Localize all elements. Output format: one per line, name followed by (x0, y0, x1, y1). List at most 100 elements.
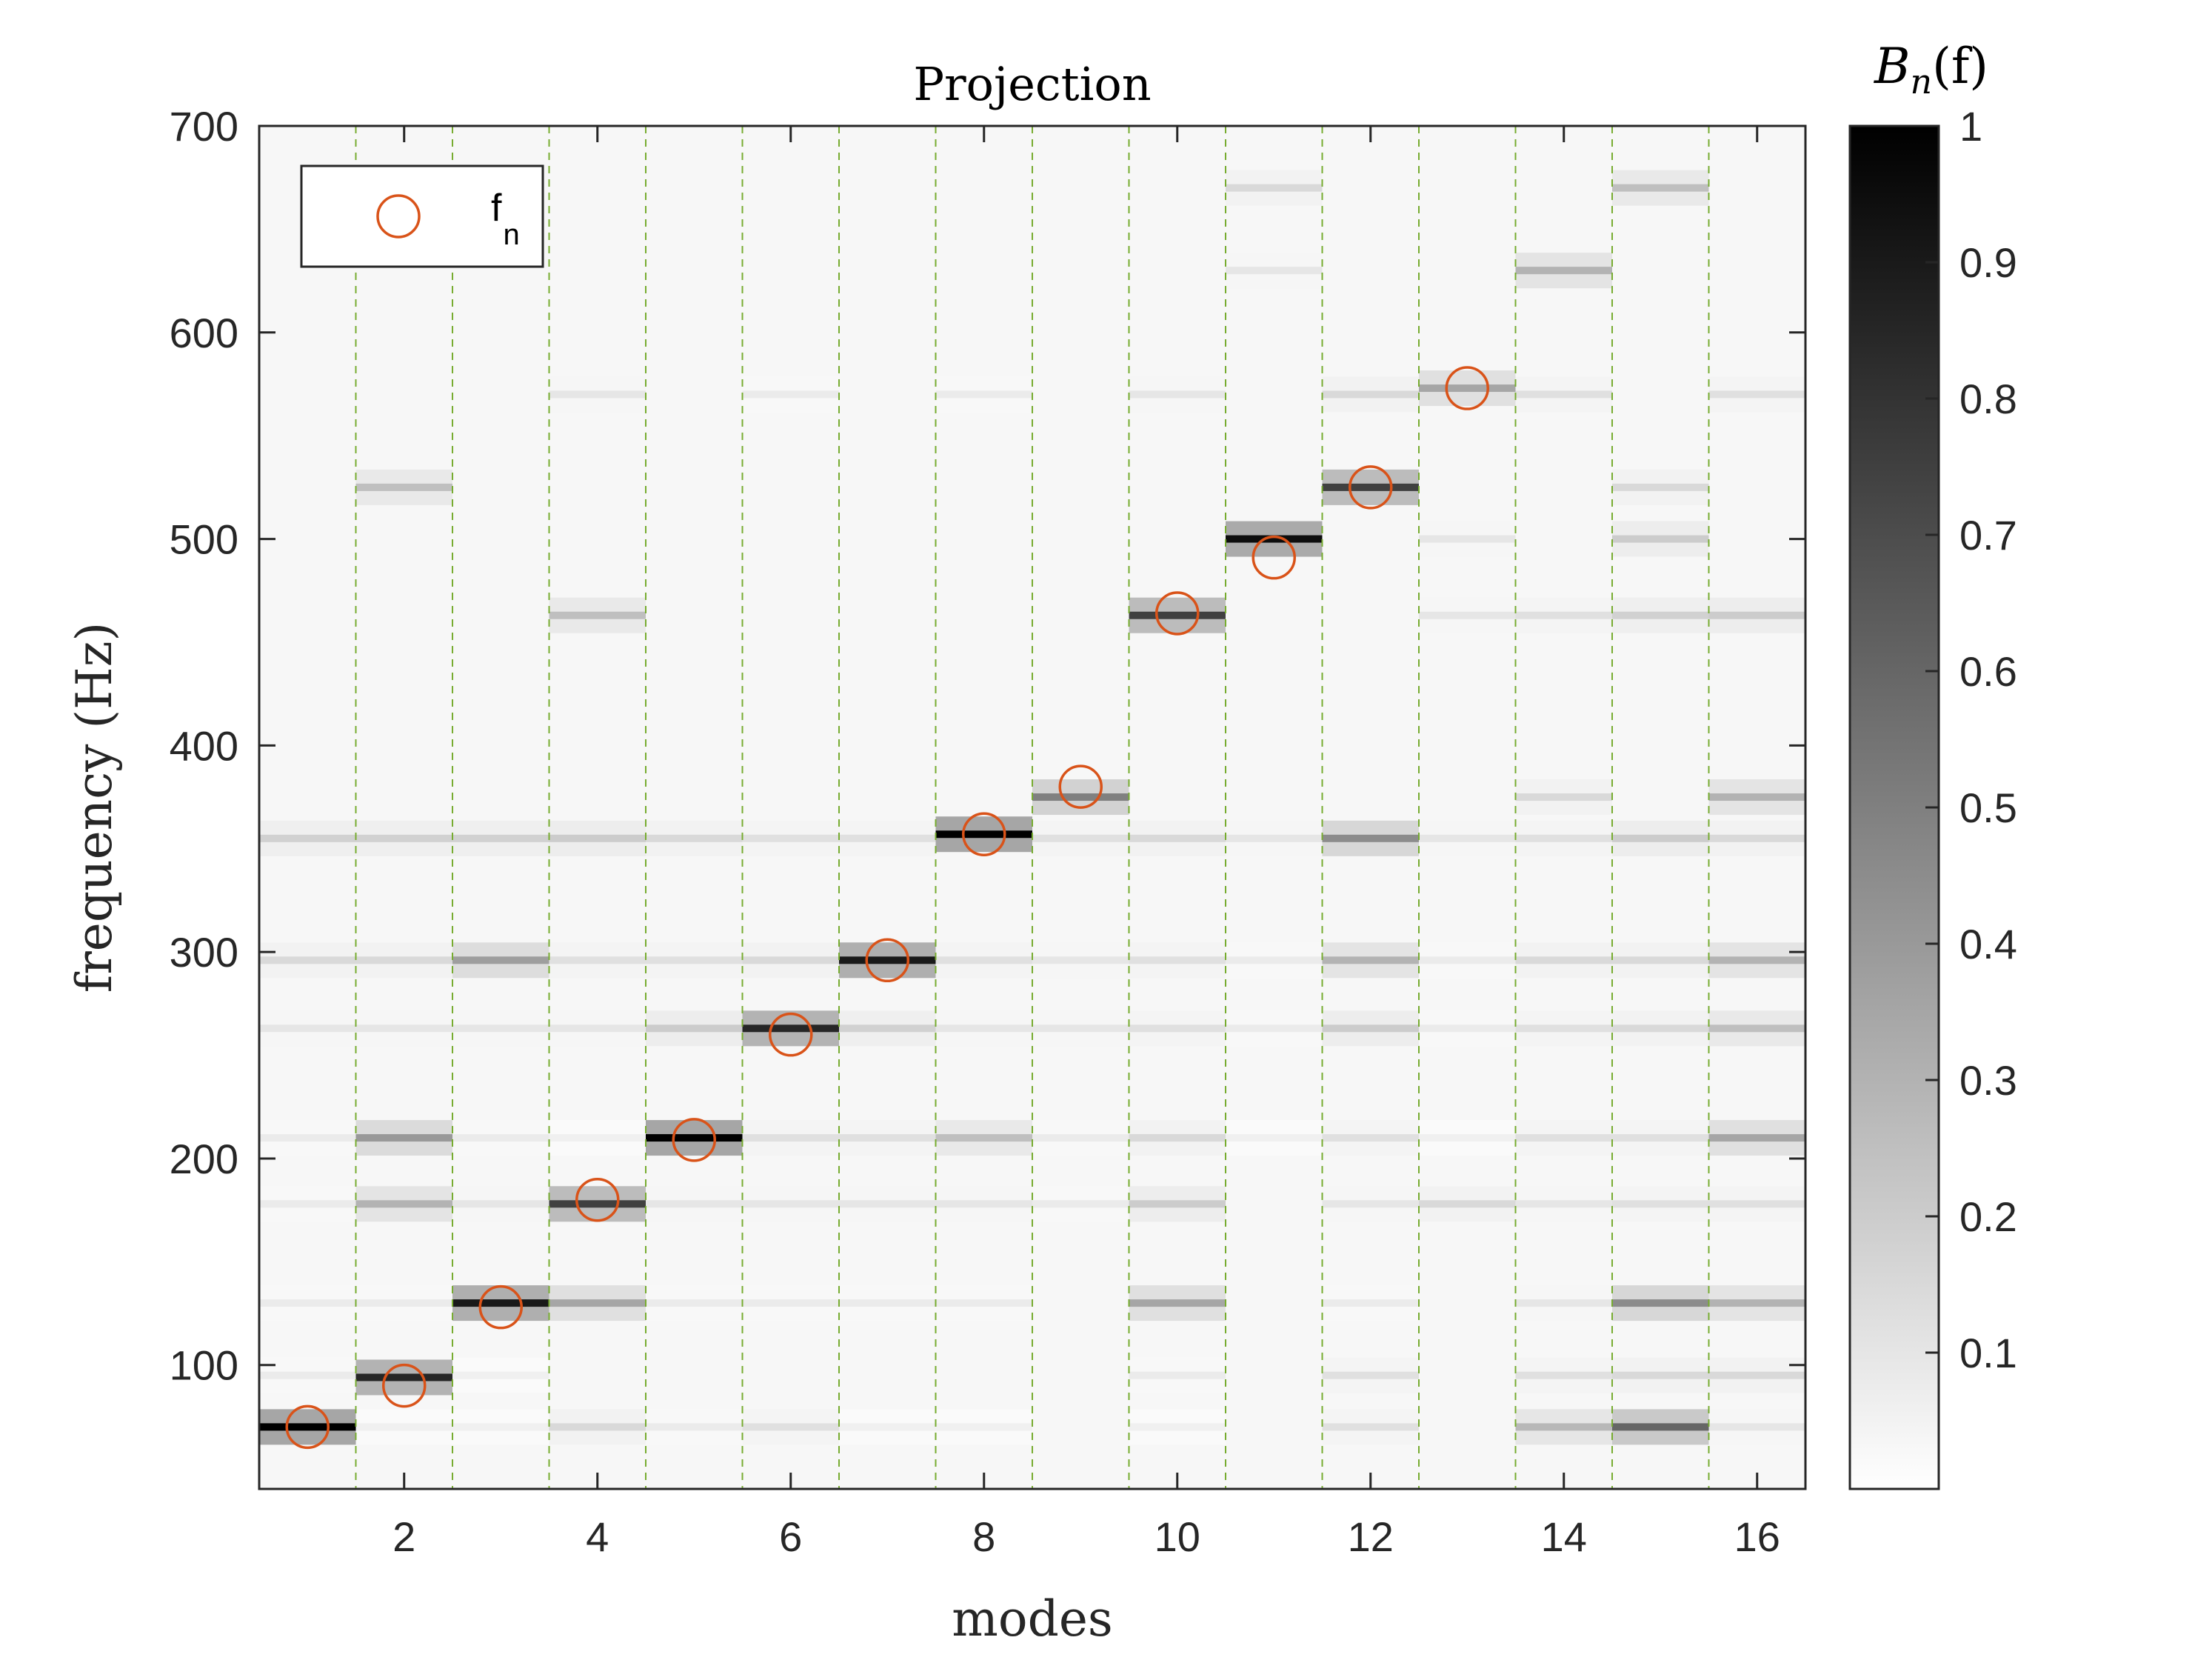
heatmap-band (1515, 267, 1612, 275)
heatmap-band (1612, 1371, 1709, 1379)
heatmap-band (1129, 834, 1226, 842)
heatmap-band (1612, 611, 1709, 619)
heatmap-band (549, 1024, 646, 1033)
heatmap-column (355, 469, 452, 1445)
heatmap-band (452, 1200, 549, 1208)
heatmap-band (742, 1200, 839, 1208)
heatmap-band (1612, 1024, 1709, 1033)
heatmap-band (935, 1200, 1032, 1208)
heatmap-band (935, 1024, 1032, 1033)
heatmap-band (1322, 1134, 1419, 1142)
heatmap-band (259, 956, 356, 964)
heatmap-band (549, 956, 646, 964)
heatmap-column (549, 376, 646, 1445)
heatmap-band (1032, 834, 1129, 842)
heatmap-band (646, 1024, 743, 1033)
heatmap-column (452, 820, 549, 1445)
heatmap-band (935, 1299, 1032, 1307)
colorbar-title-base: B (1874, 38, 1911, 95)
heatmap-band (1515, 1024, 1612, 1033)
heatmap-band (259, 1423, 356, 1431)
fn-marker (382, 1363, 427, 1408)
y-tick-label: 100 (170, 1342, 238, 1389)
heatmap-band (1708, 611, 1805, 619)
x-tick-label: 12 (1348, 1513, 1394, 1560)
heatmap-band (1322, 1423, 1419, 1431)
heatmap-column (1612, 170, 1709, 1445)
heatmap-band (452, 1134, 549, 1142)
heatmap-band (259, 1200, 356, 1208)
heatmap-band (1612, 1200, 1709, 1208)
heatmap-band (1515, 611, 1612, 619)
heatmap-band (549, 390, 646, 399)
heatmap-band (355, 1024, 452, 1033)
colorbar-tick-label: 0.9 (1959, 239, 2017, 286)
heatmap-band (549, 611, 646, 619)
heatmap-column (646, 820, 743, 1445)
heatmap-band (1226, 1024, 1323, 1033)
heatmap-band (355, 483, 452, 491)
colorbar-ticks: 0.1 0.2 0.3 0.4 0.5 0.6 0.7 0.8 0.9 1 (1925, 103, 2017, 1376)
heatmap-band (646, 1134, 743, 1142)
heatmap-band (1708, 1134, 1805, 1142)
colorbar-gradient (1850, 126, 1939, 1489)
heatmap-band (1129, 956, 1226, 964)
heatmap-band (1322, 1371, 1419, 1379)
plot-frame (258, 124, 1807, 1490)
heatmap-band (1612, 1299, 1709, 1307)
y-tick-label: 500 (170, 516, 238, 563)
heatmap-band (1322, 1299, 1419, 1307)
heatmap-band (1129, 1134, 1226, 1142)
heatmap-band (355, 1423, 452, 1431)
heatmap-band (1032, 1024, 1129, 1033)
heatmap-band (742, 1299, 839, 1307)
heatmap-band (1515, 1200, 1612, 1208)
x-tick-label: 6 (779, 1513, 802, 1560)
heatmap-band (1612, 956, 1709, 964)
fn-marker (865, 938, 909, 983)
heatmap-column (839, 820, 936, 1445)
fn-marker (1058, 764, 1103, 809)
heatmap-band (1515, 1134, 1612, 1142)
fn-marker (575, 1177, 620, 1222)
heatmap-band (1612, 184, 1709, 192)
fn-marker (1349, 465, 1393, 510)
y-tick-label: 200 (170, 1136, 238, 1182)
heatmap-band (1032, 793, 1129, 801)
heatmap-band (1612, 1134, 1709, 1142)
fn-marker (285, 1404, 330, 1450)
heatmap-band (355, 834, 452, 842)
heatmap-column (1032, 779, 1129, 1222)
heatmap-band (1129, 611, 1226, 619)
heatmap-band (452, 1371, 549, 1379)
colorbar-tick-label: 0.2 (1959, 1193, 2017, 1240)
heatmap-band (1612, 535, 1709, 543)
heatmap-band (742, 1024, 839, 1033)
heatmap-band (355, 1134, 452, 1142)
chart-title: Projection (913, 57, 1151, 111)
heatmap-band (452, 1423, 549, 1431)
heatmap-band (452, 834, 549, 842)
heatmap-band (259, 1299, 356, 1307)
heatmap-band (1708, 834, 1805, 842)
heatmap-band (839, 1299, 936, 1307)
fn-marker (962, 812, 1006, 856)
axis-ticks: 2 4 6 8 10 12 14 16 100 200 300 400 500 600 700 (170, 103, 1805, 1560)
heatmap-band (1226, 1134, 1323, 1142)
x-tick-label: 8 (972, 1513, 995, 1560)
heatmap-column (1226, 170, 1323, 1156)
x-axis-label: modes (952, 1590, 1113, 1647)
legend-label-subscript: n (503, 219, 519, 251)
heatmap-band (839, 1024, 936, 1033)
heatmap-band (839, 1423, 936, 1431)
heatmap-band (1226, 184, 1323, 192)
heatmap-band (1708, 793, 1805, 801)
heatmap-band (549, 1134, 646, 1142)
heatmap-band (1708, 1024, 1805, 1033)
heatmap-band (1322, 1200, 1419, 1208)
heatmap-band (742, 1134, 839, 1142)
heatmap-column (1419, 370, 1516, 1222)
heatmap-band (259, 1371, 356, 1379)
heatmap-band (355, 1373, 452, 1382)
heatmap-band (1708, 390, 1805, 399)
